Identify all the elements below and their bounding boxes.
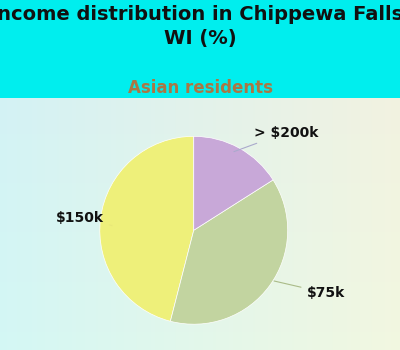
Wedge shape [194, 136, 273, 230]
Wedge shape [100, 136, 194, 321]
Wedge shape [170, 180, 288, 324]
Text: Income distribution in Chippewa Falls,
WI (%): Income distribution in Chippewa Falls, W… [0, 5, 400, 48]
Text: > $200k: > $200k [234, 126, 318, 152]
Text: $150k: $150k [56, 211, 112, 225]
Text: Asian residents: Asian residents [128, 79, 272, 97]
Text: $75k: $75k [274, 281, 345, 300]
